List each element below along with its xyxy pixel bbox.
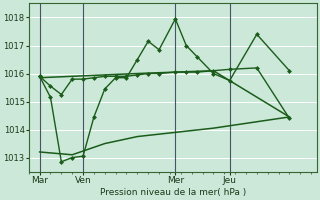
X-axis label: Pression niveau de la mer( hPa ): Pression niveau de la mer( hPa ) xyxy=(100,188,246,197)
